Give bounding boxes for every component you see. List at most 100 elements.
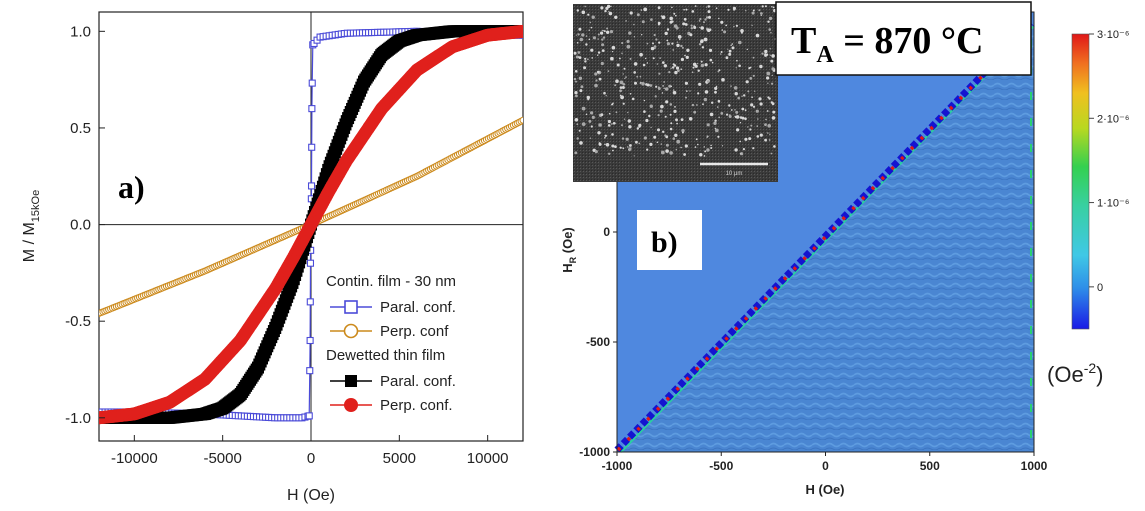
sem-particle — [711, 101, 714, 104]
colorbar-units-exponent: -2 — [1084, 360, 1097, 376]
sem-particle — [755, 33, 760, 38]
sem-particle — [621, 86, 625, 89]
panel-a-y-axis: -1.0 -0.5 0.0 0.5 1.0 — [65, 23, 105, 427]
sem-particle — [766, 71, 771, 76]
sem-particle — [581, 122, 586, 126]
sem-particle — [669, 151, 673, 155]
sem-particle — [616, 63, 620, 67]
temperature-title-main: T — [791, 20, 816, 62]
sem-particle — [698, 20, 701, 22]
sem-particle — [703, 97, 708, 102]
sem-particle — [643, 110, 646, 113]
sem-particle — [704, 18, 707, 21]
sem-particle — [766, 76, 770, 80]
sem-particle — [575, 34, 578, 36]
sem-particle — [575, 94, 578, 98]
panel-b-y-axis-label: HR (Oe) — [560, 227, 578, 273]
data-point — [519, 116, 523, 124]
sem-particle — [665, 143, 669, 147]
sem-particle — [627, 119, 631, 123]
sem-particle — [700, 26, 704, 30]
sem-particle — [587, 13, 590, 16]
sem-particle — [734, 115, 738, 119]
sem-particle — [624, 77, 626, 80]
sem-particle — [673, 12, 676, 15]
sem-particle — [764, 123, 767, 126]
sem-particle — [751, 11, 755, 15]
sem-particle — [614, 145, 617, 149]
sem-particle — [709, 112, 714, 117]
sem-particle — [683, 153, 686, 156]
legend-group2-title: Dewetted thin film — [326, 347, 445, 364]
sem-particle — [664, 115, 667, 118]
panel-b-y-tick-label: 0 — [603, 225, 610, 239]
sem-particle — [672, 89, 675, 91]
sem-particle — [597, 51, 601, 54]
sem-particle — [680, 118, 684, 121]
sem-particle — [664, 87, 669, 91]
sem-particle — [710, 147, 713, 149]
sem-particle — [631, 97, 635, 101]
sem-particle — [733, 86, 738, 90]
sem-particle — [692, 66, 695, 69]
sem-particle — [657, 86, 660, 89]
sem-particle — [576, 137, 579, 140]
sem-particle — [681, 128, 685, 133]
sem-particle — [749, 77, 753, 80]
sem-particle — [646, 83, 650, 87]
legend-group1-title: Contin. film - 30 nm — [326, 273, 456, 290]
sem-particle — [757, 118, 759, 120]
sem-particle — [661, 92, 664, 94]
sem-particle — [773, 145, 776, 148]
sem-particle — [700, 60, 703, 63]
sem-particle — [662, 130, 665, 133]
colorbar-tick-label: 0 — [1097, 282, 1103, 294]
sem-particle — [602, 36, 606, 39]
sem-particle — [706, 80, 710, 83]
sem-particle — [689, 33, 693, 37]
sem-particle — [754, 90, 756, 93]
sem-particle — [587, 58, 589, 61]
sem-particle — [758, 97, 762, 101]
sem-particle — [626, 44, 631, 49]
sem-particle — [696, 104, 698, 106]
sem-particle — [739, 122, 742, 124]
sem-particle — [698, 43, 702, 46]
sem-particle — [700, 39, 704, 43]
sem-particle — [741, 95, 743, 97]
sem-particle — [662, 85, 664, 87]
sem-particle — [718, 69, 721, 72]
panel-a-x-axis: -10000 -5000 0 5000 10000 — [111, 435, 509, 467]
legend-marker-dewetted-paral — [330, 375, 372, 387]
sem-particle — [767, 132, 769, 134]
sem-particle — [633, 23, 635, 26]
sem-particle — [591, 115, 595, 119]
sem-particle — [664, 134, 667, 137]
sem-particle — [752, 147, 755, 150]
sem-particle — [675, 119, 678, 122]
sem-particle — [619, 86, 623, 89]
sem-particle — [583, 66, 587, 70]
sem-particle — [574, 151, 578, 155]
sem-particle — [671, 42, 674, 45]
sem-particle — [770, 31, 772, 34]
sem-particle — [739, 140, 741, 143]
panel-b-y-axis-label-rest: (Oe) — [560, 227, 575, 257]
sem-particle — [596, 70, 600, 74]
panel-a-x-tick-label: -5000 — [203, 450, 241, 467]
sem-particle — [579, 141, 583, 145]
sem-particle — [642, 63, 646, 67]
sem-particle — [730, 44, 732, 46]
sem-particle — [677, 69, 680, 72]
sem-particle — [659, 109, 663, 113]
sem-particle — [598, 142, 601, 145]
sem-particle — [626, 146, 629, 148]
sem-particle — [747, 126, 749, 128]
sem-particle — [752, 105, 756, 108]
sem-particle — [727, 48, 729, 50]
sem-particle — [581, 106, 586, 111]
sem-particle — [639, 75, 642, 78]
sem-particle — [731, 43, 734, 45]
sem-particle — [714, 119, 717, 122]
sem-particle — [771, 116, 776, 120]
